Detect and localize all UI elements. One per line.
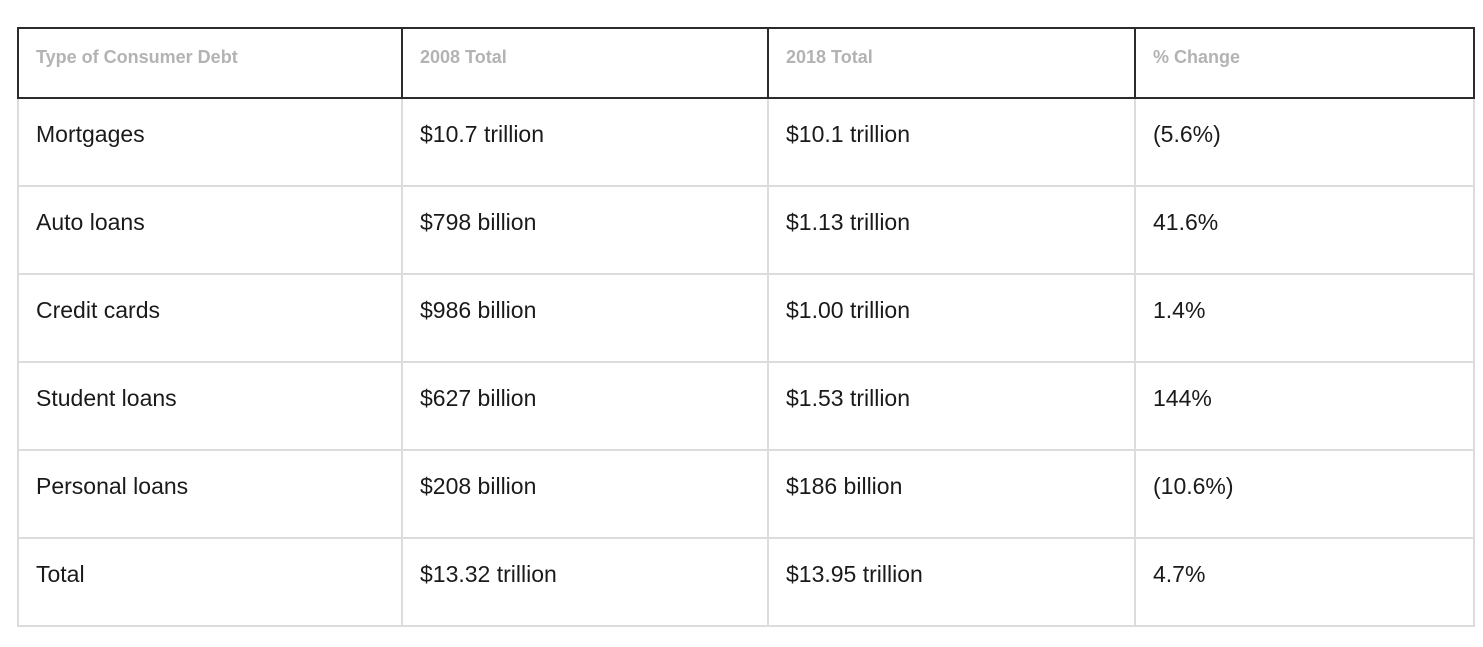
cell-percent-change: 144% [1134,361,1475,451]
cell-percent-change: 41.6% [1134,185,1475,275]
cell-2008-total: $627 billion [401,361,769,451]
table-header: Type of Consumer Debt 2008 Total 2018 To… [17,27,1475,99]
table-row: Student loans $627 billion $1.53 trillio… [17,361,1475,451]
cell-2008-total: $208 billion [401,449,769,539]
cell-debt-type: Personal loans [17,449,403,539]
cell-2008-total: $986 billion [401,273,769,363]
header-debt-type: Type of Consumer Debt [17,27,403,99]
cell-2008-total: $10.7 trillion [401,97,769,187]
table-row: Auto loans $798 billion $1.13 trillion 4… [17,185,1475,275]
header-row: Type of Consumer Debt 2008 Total 2018 To… [17,27,1475,99]
cell-debt-type: Credit cards [17,273,403,363]
cell-2008-total: $13.32 trillion [401,537,769,627]
cell-debt-type: Mortgages [17,97,403,187]
cell-percent-change: (10.6%) [1134,449,1475,539]
cell-2018-total: $1.53 trillion [767,361,1136,451]
consumer-debt-table: Type of Consumer Debt 2008 Total 2018 To… [17,27,1475,627]
header-2008-total: 2008 Total [401,27,769,99]
table-row: Personal loans $208 billion $186 billion… [17,449,1475,539]
table-row-total: Total $13.32 trillion $13.95 trillion 4.… [17,537,1475,627]
cell-debt-type: Total [17,537,403,627]
cell-2018-total: $186 billion [767,449,1136,539]
cell-percent-change: (5.6%) [1134,97,1475,187]
cell-2018-total: $1.00 trillion [767,273,1136,363]
header-2018-total: 2018 Total [767,27,1136,99]
cell-2018-total: $10.1 trillion [767,97,1136,187]
table-body: Mortgages $10.7 trillion $10.1 trillion … [17,97,1475,627]
header-percent-change: % Change [1134,27,1475,99]
cell-2018-total: $1.13 trillion [767,185,1136,275]
cell-debt-type: Auto loans [17,185,403,275]
cell-percent-change: 1.4% [1134,273,1475,363]
cell-percent-change: 4.7% [1134,537,1475,627]
cell-2018-total: $13.95 trillion [767,537,1136,627]
table-row: Mortgages $10.7 trillion $10.1 trillion … [17,97,1475,187]
cell-2008-total: $798 billion [401,185,769,275]
cell-debt-type: Student loans [17,361,403,451]
table-row: Credit cards $986 billion $1.00 trillion… [17,273,1475,363]
